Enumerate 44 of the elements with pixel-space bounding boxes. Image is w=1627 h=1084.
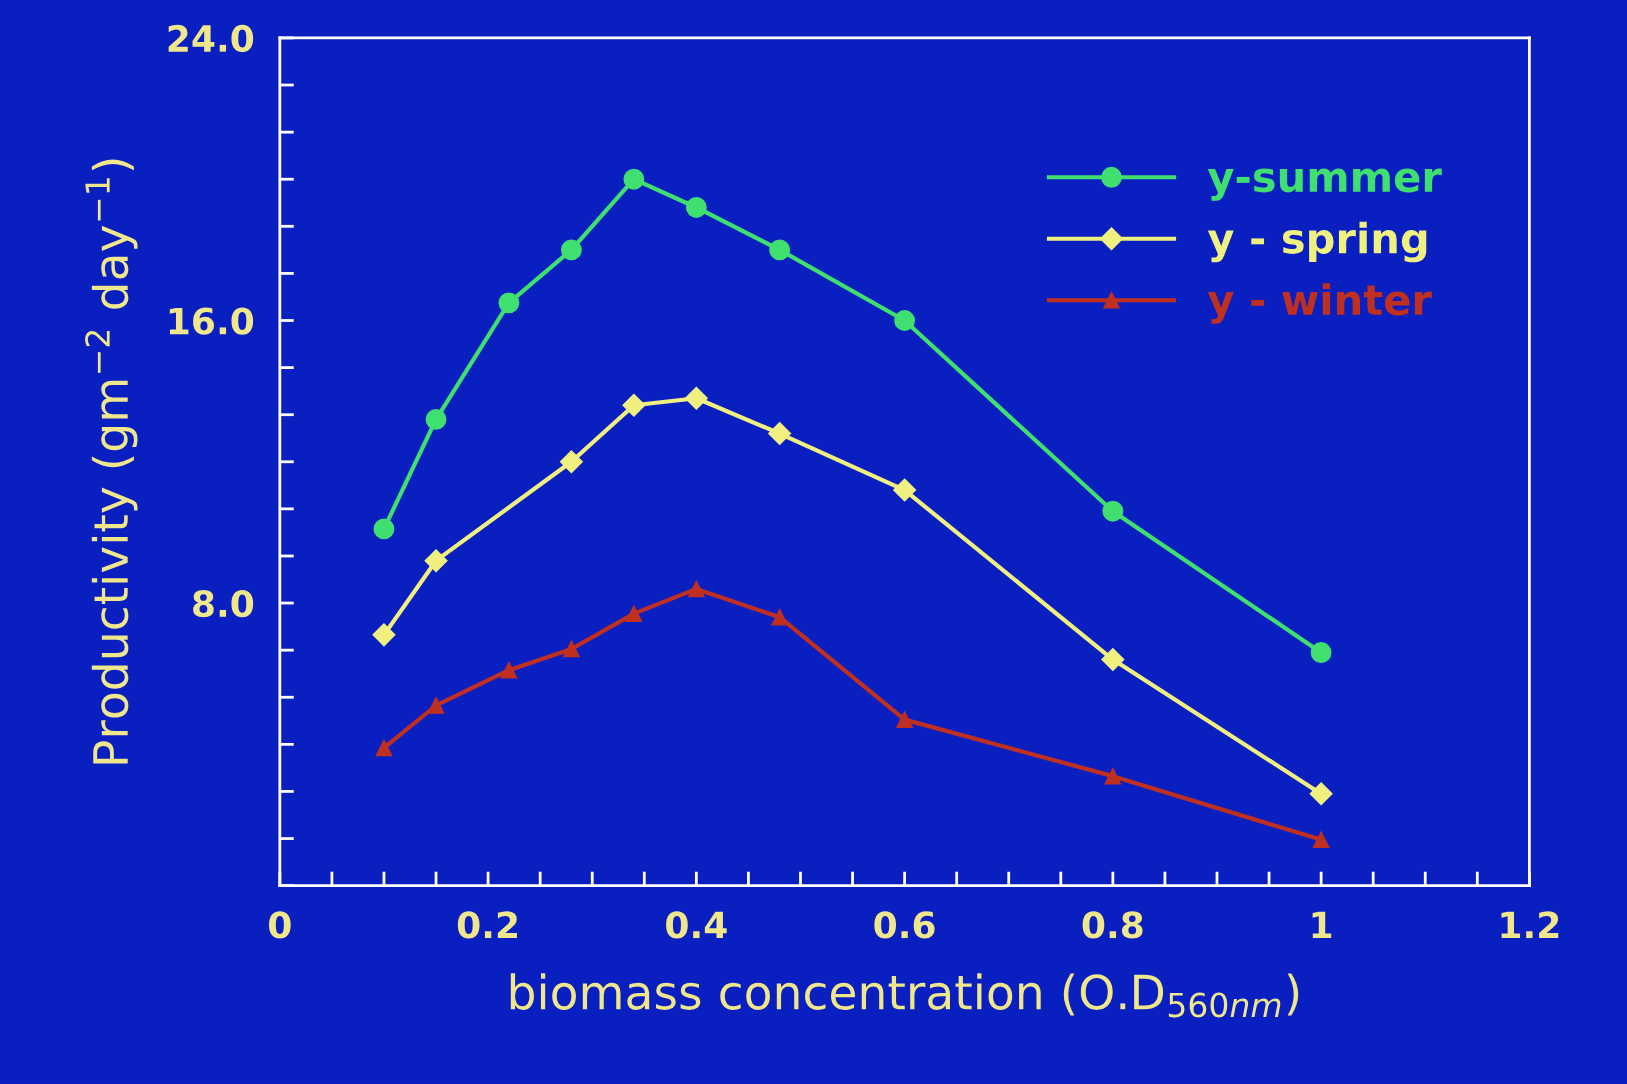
x-tick-label: 1: [1312, 911, 1332, 939]
x-tick-label: 0.4: [666, 911, 727, 939]
legend-label: y - spring: [1207, 221, 1427, 263]
point: [768, 422, 792, 446]
point: [498, 292, 520, 314]
point: [1310, 642, 1332, 663]
point: [560, 239, 582, 261]
point: [771, 608, 788, 626]
point: [625, 605, 643, 622]
x-tick-label: 0.2: [457, 911, 517, 939]
point: [1101, 648, 1125, 672]
point: [375, 739, 393, 757]
point: [769, 239, 791, 261]
y-tick-label: 16.0: [169, 307, 254, 335]
point: [373, 518, 395, 540]
point: [372, 623, 396, 647]
y-tick-label: 24.0: [168, 24, 254, 53]
point: [1102, 500, 1124, 522]
point: [622, 393, 646, 417]
legend-label: y - winter: [1207, 283, 1432, 324]
point: [425, 408, 447, 430]
point: [623, 168, 645, 190]
point: [894, 310, 916, 331]
point: [893, 478, 917, 502]
x-axis-title: biomass concentration (O.D$_{560nm}$): [510, 973, 1299, 1018]
legend-label: y-summer: [1207, 168, 1442, 201]
x-tick-label: 0.6: [874, 911, 935, 939]
point: [1104, 767, 1122, 785]
x-tick-label: 0: [269, 911, 291, 939]
point: [688, 580, 705, 598]
point: [563, 640, 580, 658]
y-tick-label: 8.0: [193, 589, 254, 618]
y-axis-title: Productivity (gm$^{−2}$ day$^{−1}$): [85, 159, 138, 764]
point: [684, 386, 708, 410]
point: [1309, 782, 1333, 806]
point: [896, 711, 913, 728]
point: [427, 697, 445, 714]
x-tick-label: 1.2: [1501, 911, 1559, 939]
point: [685, 197, 707, 218]
x-tick-label: 0.8: [1082, 911, 1143, 939]
point: [500, 661, 518, 679]
point: [424, 549, 448, 573]
point: [1312, 831, 1330, 849]
point: [559, 450, 583, 474]
